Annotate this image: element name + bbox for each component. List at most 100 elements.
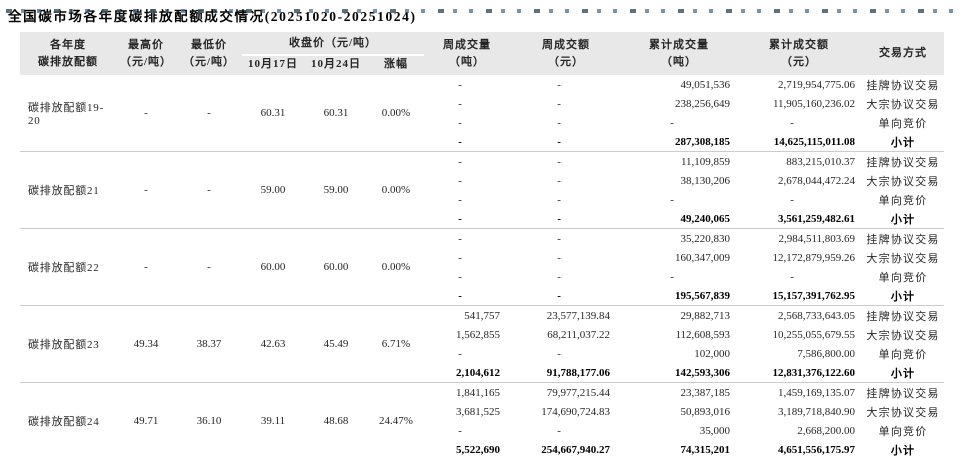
change-cell: 0.00% <box>368 228 425 306</box>
cum-amount-cell: 2,719,954,775.06 <box>778 78 856 91</box>
table-row: - - - - 单向竞价 <box>20 113 944 132</box>
header-row-2: 10月17日 10月24日 涨幅 <box>20 55 944 76</box>
method-cell: 小计 <box>890 213 916 226</box>
table-row: 碳排放配额23 49.34 38.37 42.63 45.49 6.71% 54… <box>20 305 945 383</box>
quota-name-cell: 碳排放配额24 <box>20 382 116 460</box>
cum-volume-cell: 38,130,206 <box>680 174 731 187</box>
method-cell: 小计 <box>890 367 916 380</box>
subtotal-row: 2,104,612 91,788,177.06 142,593,306 12,8… <box>20 363 944 383</box>
col-header-quota: 各年度 碳排放配额 <box>20 32 116 76</box>
week-volume-cell: 5,522,690 <box>456 443 501 456</box>
method-cell: 挂牌协议交易 <box>862 305 945 326</box>
high-cell: - <box>116 228 176 306</box>
cum-volume-cell: 112,608,593 <box>675 328 731 341</box>
cum-volume-cell: 74,315,201 <box>680 443 731 456</box>
week-amount-cell: 174,690,724.83 <box>541 405 611 418</box>
cum-volume-cell: 35,000 <box>699 424 731 437</box>
week-volume-cell: - <box>458 424 462 437</box>
week-amount-cell: - <box>510 151 623 172</box>
method-cell: 挂牌协议交易 <box>866 79 940 92</box>
col-header-oct24: 10月24日 <box>304 55 368 76</box>
method-cell: 大宗协议交易 <box>866 252 940 265</box>
table-row: 碳排放配额19-20 - - 60.31 60.31 0.00% - - 49,… <box>20 75 944 128</box>
cum-volume-cell: 195,567,839 <box>675 289 731 302</box>
cum-amount-cell: 2,668,200.00 <box>797 424 856 437</box>
close-oct17-cell: 60.00 <box>242 228 304 306</box>
week-volume-cell: - <box>458 135 462 148</box>
week-amount-cell: - <box>557 135 561 148</box>
cum-amount-cell: 2,984,511,803.69 <box>736 228 863 249</box>
week-volume-cell: 1,841,165 <box>424 382 511 403</box>
week-volume-cell: - <box>458 251 462 264</box>
cum-amount-cell: - <box>790 193 794 206</box>
header-row-1: 各年度 碳排放配额 最高价 （元/吨） 最低价 （元/吨） 收盘价（元/吨） 周… <box>20 32 945 76</box>
cum-volume-cell: 238,256,649 <box>675 97 731 110</box>
col-header-cum-amount: 累计成交额 （元） <box>736 32 863 76</box>
col-header-high: 最高价 （元/吨） <box>116 32 176 76</box>
cum-amount-cell: 12,831,376,122.60 <box>772 366 856 379</box>
col-header-week-amount: 周成交额 （元） <box>510 32 623 76</box>
high-cell: 49.34 <box>116 305 176 383</box>
week-amount-cell: - <box>557 347 561 360</box>
low-cell: - <box>176 151 242 229</box>
cum-amount-cell: 14,625,115,011.08 <box>773 135 856 148</box>
cum-volume-cell: 49,051,536 <box>680 78 731 91</box>
week-amount-cell: - <box>557 424 561 437</box>
cum-amount-cell: 883,215,010.37 <box>736 151 863 172</box>
cum-amount-cell: 3,189,718,840.90 <box>778 405 856 418</box>
cum-volume-cell: 23,387,185 <box>622 382 737 403</box>
method-cell: 小计 <box>890 136 916 149</box>
cum-amount-cell: 3,561,259,482.61 <box>778 212 856 225</box>
table-row: 碳排放配额22 - - 60.00 60.00 0.00% - - 35,220… <box>20 228 945 306</box>
week-volume-cell: 541,757 <box>424 305 511 326</box>
cum-volume-cell: 142,593,306 <box>675 366 731 379</box>
method-cell: 单向竞价 <box>878 194 928 207</box>
cum-volume-cell: 160,347,009 <box>675 251 731 264</box>
week-amount-cell: - <box>557 289 561 302</box>
quota-name-cell: 碳排放配额19-20 <box>28 102 105 128</box>
subtotal-row: 5,522,690 254,667,940.27 74,315,201 4,65… <box>20 440 944 459</box>
table-header: 各年度 碳排放配额 最高价 （元/吨） 最低价 （元/吨） 收盘价（元/吨） 周… <box>20 32 945 76</box>
cum-amount-cell: 15,157,391,762.95 <box>772 289 856 302</box>
table-row: - - 38,130,206 2,678,044,472.24 大宗协议交易 <box>20 171 944 190</box>
col-header-cum-volume: 累计成交量 （吨） <box>622 32 737 76</box>
table-row: - - 238,256,649 11,905,160,236.02 大宗协议交易 <box>20 94 944 113</box>
quota-name-cell: 碳排放配额21 <box>20 151 116 229</box>
cum-amount-cell: 2,678,044,472.24 <box>778 174 856 187</box>
week-volume-cell: - <box>458 78 462 91</box>
cum-volume-cell: 50,893,016 <box>680 405 731 418</box>
close-oct17-cell: 39.11 <box>242 382 304 460</box>
week-amount-cell: - <box>557 270 561 283</box>
method-cell: 大宗协议交易 <box>866 406 940 419</box>
method-cell: 大宗协议交易 <box>866 329 940 342</box>
table-row: - - 35,000 2,668,200.00 单向竞价 <box>20 421 944 440</box>
carbon-quota-table: 各年度 碳排放配额 最高价 （元/吨） 最低价 （元/吨） 收盘价（元/吨） 周… <box>20 32 945 460</box>
cum-amount-cell: 11,905,160,236.02 <box>772 97 856 110</box>
col-header-change: 涨幅 <box>368 55 425 76</box>
cum-amount-cell: 10,255,055,679.55 <box>772 328 856 341</box>
method-cell: 单向竞价 <box>878 117 928 130</box>
method-cell: 大宗协议交易 <box>866 98 940 111</box>
cum-amount-cell: 2,568,733,643.05 <box>736 305 863 326</box>
cum-volume-cell: 102,000 <box>694 347 731 360</box>
week-volume-cell: - <box>458 289 462 302</box>
week-amount-cell: 79,977,215.44 <box>510 382 623 403</box>
week-volume-cell: 1,562,855 <box>456 328 501 341</box>
col-header-method: 交易方式 <box>862 32 945 76</box>
week-amount-cell: - <box>557 212 561 225</box>
cum-amount-cell: 12,172,879,959.26 <box>772 251 856 264</box>
week-amount-cell: - <box>557 193 561 206</box>
close-oct24-cell: 59.00 <box>304 151 368 229</box>
cum-amount-cell: 7,586,800.00 <box>797 347 856 360</box>
low-cell: - <box>207 107 211 120</box>
col-header-close: 收盘价（元/吨） <box>242 32 425 57</box>
table-row: 1,562,855 68,211,037.22 112,608,593 10,2… <box>20 325 944 344</box>
low-cell: 38.37 <box>176 305 242 383</box>
cum-amount-cell: 1,459,169,135.07 <box>736 382 863 403</box>
cum-volume-cell: - <box>670 116 674 129</box>
cum-volume-cell: - <box>670 270 674 283</box>
week-amount-cell: - <box>557 116 561 129</box>
cum-amount-cell: - <box>790 116 794 129</box>
week-amount-cell: 68,211,037.22 <box>547 328 611 341</box>
week-volume-cell: - <box>458 174 462 187</box>
